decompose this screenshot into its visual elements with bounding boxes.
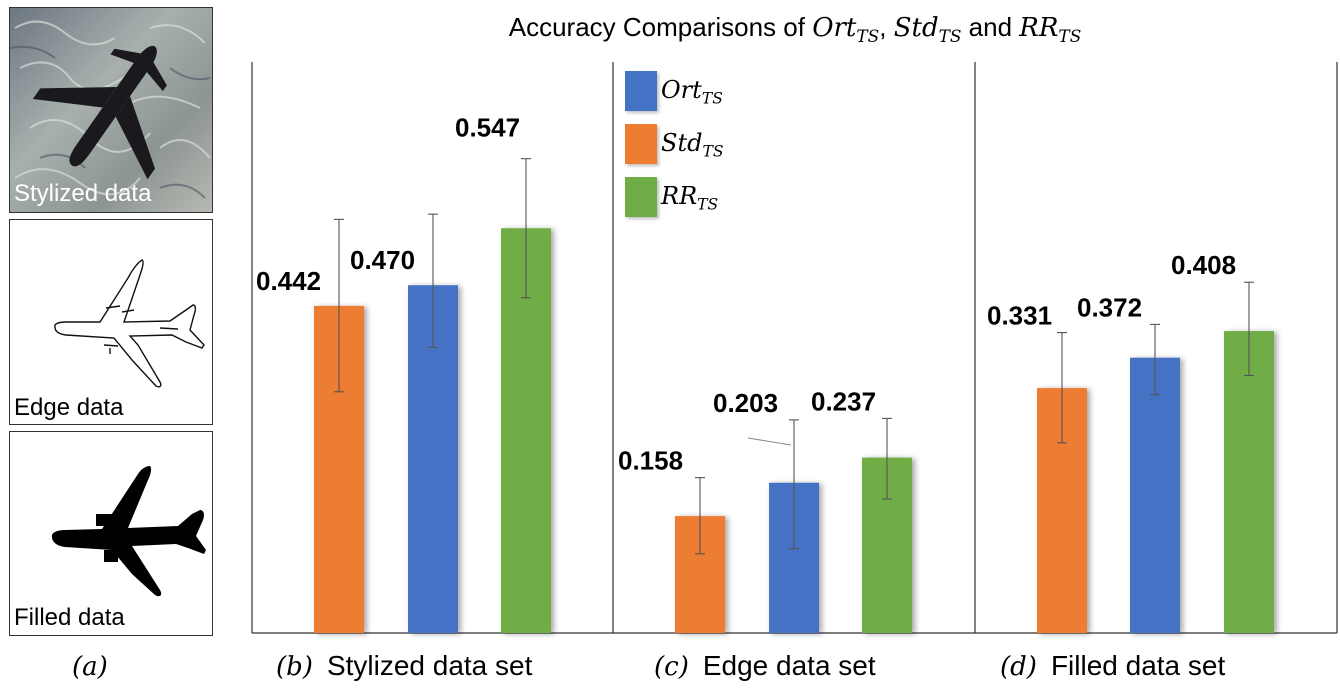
title-math-ort: OrtTS bbox=[812, 13, 880, 46]
legend-item-rr: RRTS bbox=[625, 174, 765, 227]
legend-swatch-ort bbox=[625, 71, 657, 111]
edge-airplane-image bbox=[54, 259, 205, 388]
value-label-1-2: 0.470 bbox=[350, 245, 415, 275]
value-label-1-1: 0.442 bbox=[256, 266, 321, 296]
value-label-3-3: 0.408 bbox=[1171, 250, 1236, 280]
legend-label-ort: OrtTS bbox=[661, 76, 723, 108]
value-label-2-3: 0.237 bbox=[811, 386, 876, 416]
caption-b: (b) Stylized data set bbox=[276, 650, 532, 682]
bar-rr-ts-panel-3 bbox=[1224, 331, 1274, 633]
label-leader-line bbox=[747, 437, 792, 446]
caption-c: (c) Edge data set bbox=[654, 650, 876, 682]
value-label-2-1: 0.158 bbox=[618, 446, 683, 476]
caption-d-tag: (d) bbox=[1000, 652, 1037, 682]
chart-title: Accuracy Comparisons of OrtTS, StdTS and… bbox=[250, 12, 1340, 46]
title-separator: , bbox=[879, 12, 894, 42]
title-math-std: StdTS bbox=[893, 13, 962, 46]
title-and: and bbox=[961, 12, 1020, 42]
value-label-2-2: 0.203 bbox=[713, 388, 778, 418]
title-math-rr: RRTS bbox=[1019, 13, 1082, 46]
value-label-1-3: 0.547 bbox=[455, 113, 520, 143]
filled-airplane-image bbox=[51, 466, 207, 597]
filled-thumbnail: Filled data bbox=[9, 431, 213, 636]
value-label-3-1: 0.331 bbox=[987, 301, 1052, 331]
legend-label-std: StdTS bbox=[661, 129, 724, 161]
legend-swatch-std bbox=[625, 124, 657, 164]
caption-b-tag: (b) bbox=[276, 652, 313, 682]
edge-thumbnail: Edge data bbox=[9, 219, 213, 425]
caption-a-tag: (a) bbox=[72, 652, 108, 682]
value-label-3-2: 0.372 bbox=[1077, 292, 1142, 322]
title-text: Accuracy Comparisons of bbox=[508, 12, 813, 42]
caption-d: (d) Filled data set bbox=[1000, 650, 1225, 682]
legend-swatch-rr bbox=[625, 177, 657, 217]
chart-legend: OrtTS StdTS RRTS bbox=[625, 68, 765, 227]
caption-c-text: Edge data set bbox=[702, 650, 876, 681]
bar-ort-ts-panel-3 bbox=[1130, 357, 1180, 633]
filled-data-label: Filled data bbox=[14, 604, 125, 631]
legend-item-ort: OrtTS bbox=[625, 68, 765, 121]
stylized-data-label: Stylized data bbox=[14, 180, 152, 207]
caption-b-text: Stylized data set bbox=[326, 650, 533, 681]
caption-d-text: Filled data set bbox=[1050, 650, 1226, 681]
stylized-airplane-image bbox=[10, 8, 212, 212]
bars-layer: 0.442 0.470 0.547 0.158 0.203 0.237 0.331 0.372… bbox=[256, 113, 1274, 633]
edge-data-label: Edge data bbox=[14, 394, 124, 421]
caption-c-tag: (c) bbox=[654, 652, 689, 682]
legend-label-rr: RRTS bbox=[661, 182, 719, 214]
stylized-thumbnail: Stylized data bbox=[9, 7, 213, 213]
legend-item-std: StdTS bbox=[625, 121, 765, 174]
caption-a: (a) bbox=[72, 650, 122, 682]
